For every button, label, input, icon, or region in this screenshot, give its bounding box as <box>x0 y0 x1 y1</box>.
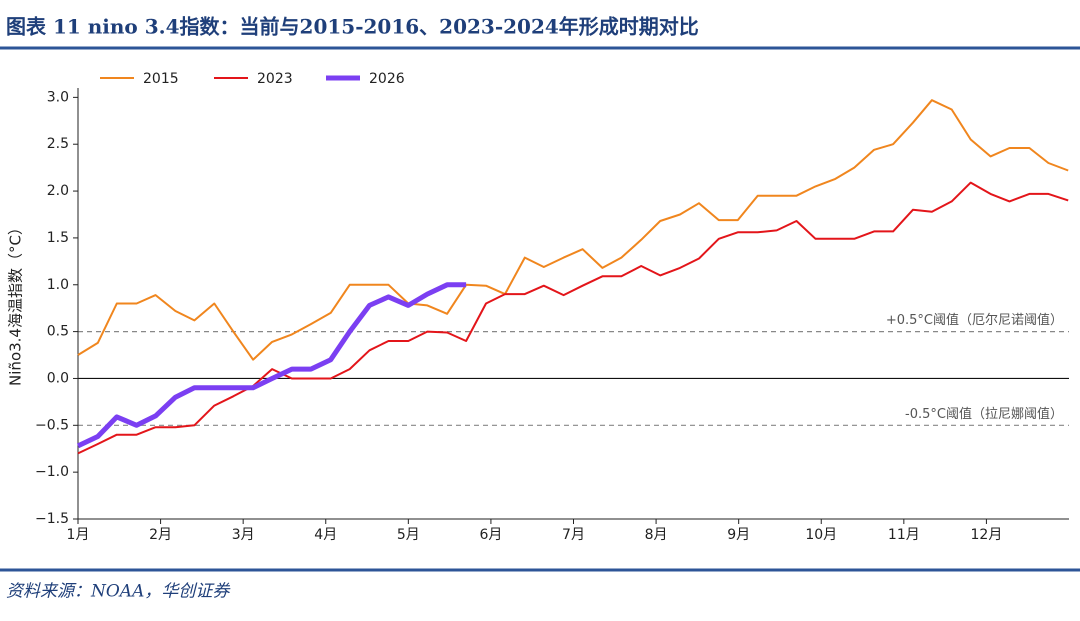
series-line <box>77 181 1069 455</box>
y-tick-label: 2.5 <box>47 136 69 152</box>
source: 资料来源：NOAA，华创证券 <box>6 582 231 602</box>
y-tick-label: 0.0 <box>47 370 69 386</box>
x-tick-label: 10月 <box>805 527 837 543</box>
y-tick-label: −1.5 <box>35 511 69 527</box>
series-line <box>76 282 467 449</box>
x-tick-label: 5月 <box>397 527 420 543</box>
x-tick-label: 12月 <box>971 527 1003 543</box>
y-tick-label: 2.0 <box>47 183 69 199</box>
x-tick-label: 8月 <box>645 527 668 543</box>
x-tick-label: 2月 <box>149 527 172 543</box>
x-tick-label: 1月 <box>67 527 90 543</box>
y-tick-label: −1.0 <box>35 464 69 480</box>
x-tick-label: 11月 <box>888 527 920 543</box>
legend-label: 2023 <box>257 71 293 87</box>
legend-label: 2015 <box>143 71 179 87</box>
reference-label: -0.5°C阈值（拉尼娜阈值） <box>905 406 1063 422</box>
y-tick-label: 0.5 <box>47 324 69 340</box>
y-tick-label: 1.0 <box>47 277 69 293</box>
y-axis-label: Niño3.4海温指数（°C） <box>7 220 25 386</box>
x-tick-label: 3月 <box>232 527 255 543</box>
x-tick-label: 9月 <box>727 527 750 543</box>
reference-label: +0.5°C阈值（厄尔尼诺阈值） <box>886 312 1063 328</box>
x-tick-label: 6月 <box>479 527 502 543</box>
x-tick-label: 7月 <box>562 527 585 543</box>
series-line <box>77 99 1069 361</box>
legend-label: 2026 <box>369 71 405 87</box>
x-tick-label: 4月 <box>314 527 337 543</box>
y-tick-label: 3.0 <box>47 89 69 105</box>
y-tick-label: −0.5 <box>35 417 69 433</box>
y-tick-label: 1.5 <box>47 230 69 246</box>
chart-title: 图表 11 nino 3.4指数：当前与2015-2016、2023-2024年… <box>6 15 699 39</box>
